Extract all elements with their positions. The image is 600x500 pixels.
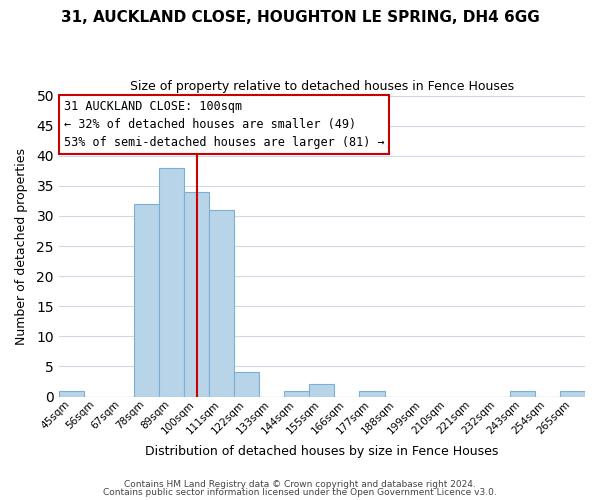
Text: 31 AUCKLAND CLOSE: 100sqm
← 32% of detached houses are smaller (49)
53% of semi-: 31 AUCKLAND CLOSE: 100sqm ← 32% of detac… bbox=[64, 100, 385, 149]
Bar bbox=[510, 390, 535, 396]
Title: Size of property relative to detached houses in Fence Houses: Size of property relative to detached ho… bbox=[130, 80, 514, 93]
Bar bbox=[234, 372, 259, 396]
Bar bbox=[359, 390, 385, 396]
Bar bbox=[310, 384, 334, 396]
Bar bbox=[284, 390, 310, 396]
Bar bbox=[59, 390, 84, 396]
Text: Contains HM Land Registry data © Crown copyright and database right 2024.: Contains HM Land Registry data © Crown c… bbox=[124, 480, 476, 489]
Y-axis label: Number of detached properties: Number of detached properties bbox=[15, 148, 28, 344]
Text: Contains public sector information licensed under the Open Government Licence v3: Contains public sector information licen… bbox=[103, 488, 497, 497]
Text: 31, AUCKLAND CLOSE, HOUGHTON LE SPRING, DH4 6GG: 31, AUCKLAND CLOSE, HOUGHTON LE SPRING, … bbox=[61, 10, 539, 25]
Bar bbox=[134, 204, 159, 396]
Bar bbox=[184, 192, 209, 396]
Bar bbox=[560, 390, 585, 396]
Bar bbox=[159, 168, 184, 396]
X-axis label: Distribution of detached houses by size in Fence Houses: Distribution of detached houses by size … bbox=[145, 444, 499, 458]
Bar bbox=[209, 210, 234, 396]
